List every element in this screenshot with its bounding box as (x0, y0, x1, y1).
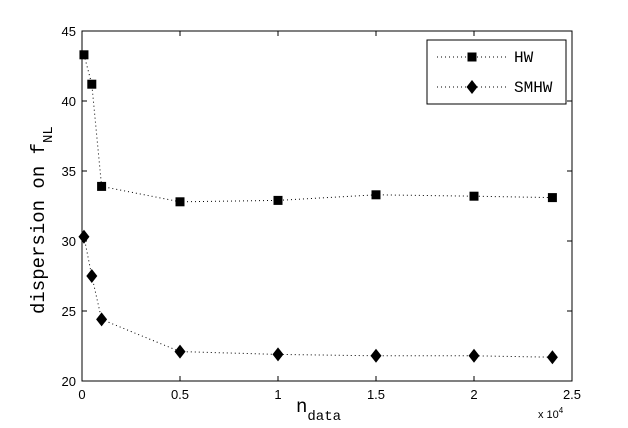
y-tick-label: 30 (62, 234, 76, 249)
y-axis-label-main: dispersion on f (28, 143, 50, 314)
data-point-hw (97, 181, 107, 191)
data-point-smhw (272, 347, 284, 362)
legend-marker-hw (467, 52, 477, 62)
legend-box (426, 39, 567, 105)
data-point-hw (87, 79, 97, 89)
data-point-smhw (174, 344, 186, 359)
x-tick-label: 2 (470, 387, 477, 402)
data-point-hw (273, 195, 283, 205)
x-ticks: 0 0.5 1 1.5 2 2.5 (78, 31, 581, 402)
legend-marker-smhw (466, 80, 478, 94)
legend: HW SMHW (426, 39, 567, 105)
y-tick-label: 35 (62, 164, 76, 179)
y-tick-label: 25 (62, 304, 76, 319)
x-multiplier-base: x 10 (538, 409, 559, 421)
data-point-smhw (370, 348, 382, 363)
data-point-smhw (546, 350, 558, 365)
series-layer (78, 50, 558, 365)
x-tick-label: 2.5 (563, 387, 581, 402)
data-point-hw (79, 50, 89, 60)
data-point-smhw (468, 348, 480, 363)
data-point-smhw (78, 229, 90, 244)
x-tick-label: 0 (78, 387, 85, 402)
data-point-hw (547, 193, 557, 203)
data-point-smhw (86, 269, 98, 283)
y-tick-label: 45 (62, 24, 76, 39)
y-ticks: 20 25 30 35 40 45 (62, 24, 572, 389)
x-tick-label: 1 (274, 387, 281, 402)
x-axis-label-main: n (296, 396, 307, 418)
y-axis-label-sub: NL (41, 126, 57, 143)
x-tick-label: 0.5 (171, 387, 189, 402)
x-multiplier-exponent: 4 (559, 406, 564, 415)
x-axis-label-sub: data (307, 409, 341, 425)
y-tick-label: 40 (62, 94, 76, 109)
legend-label-hw: HW (514, 49, 534, 67)
x-tick-label: 1.5 (367, 387, 385, 402)
x-axis-label: ndata (296, 396, 341, 425)
data-point-hw (469, 191, 479, 201)
y-tick-label: 20 (62, 374, 76, 389)
legend-label-smhw: SMHW (514, 79, 553, 97)
y-axis-label: dispersion on fNL (28, 126, 57, 314)
data-point-hw (175, 197, 185, 207)
data-point-smhw (96, 312, 108, 327)
x-multiplier: x 104 (538, 406, 564, 421)
data-point-hw (371, 190, 381, 200)
